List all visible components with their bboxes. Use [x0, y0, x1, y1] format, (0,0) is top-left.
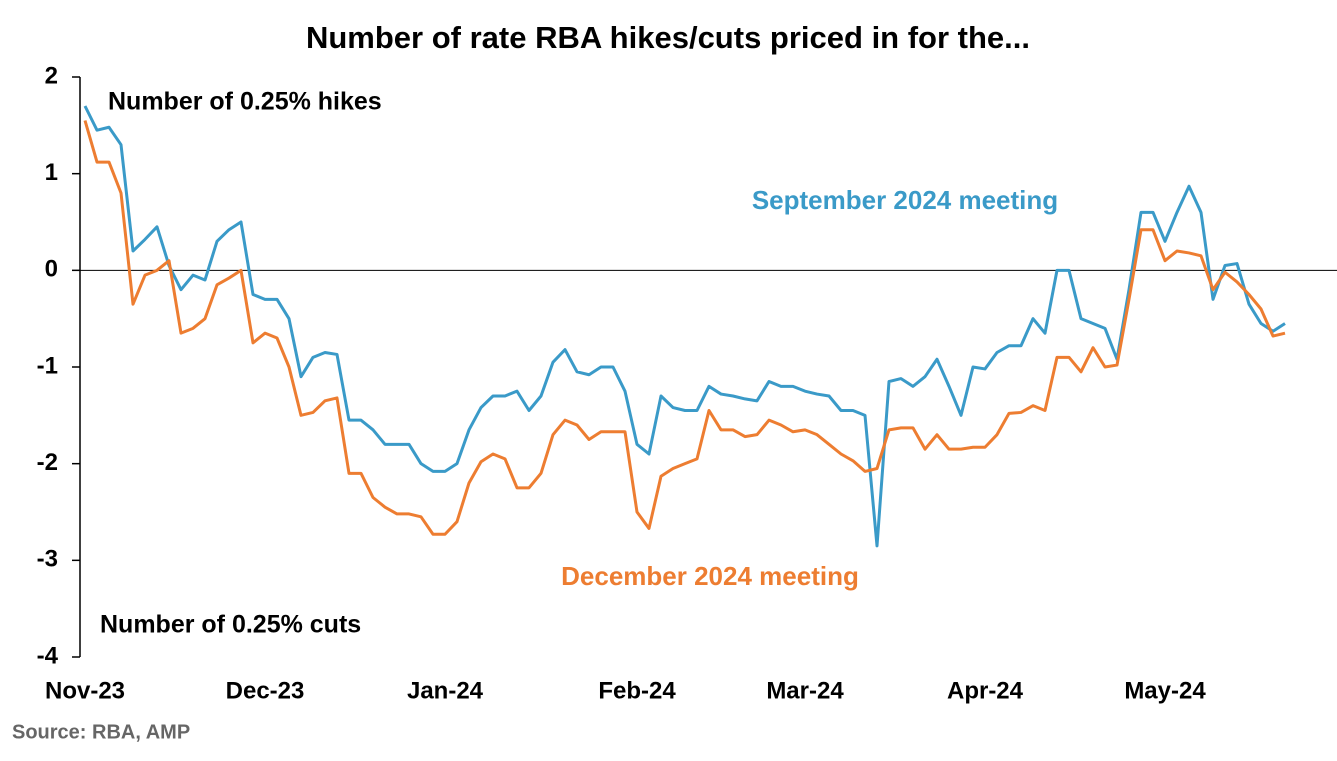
chart-title: Number of rate RBA hikes/cuts priced in … [306, 20, 1030, 55]
y-tick-label: -2 [37, 449, 58, 476]
x-tick-label: Mar-24 [766, 677, 844, 704]
series-line [83, 105, 1286, 548]
y-tick-label: 2 [45, 62, 58, 89]
series-label: September 2024 meeting [752, 185, 1058, 215]
series-line [83, 120, 1286, 536]
y-tick-label: -1 [37, 352, 58, 379]
x-tick-label: May-24 [1124, 677, 1206, 704]
y-tick-label: -3 [37, 546, 58, 573]
x-tick-label: Feb-24 [598, 677, 676, 704]
series-label: December 2024 meeting [561, 561, 859, 591]
annotation: Number of 0.25% hikes [108, 88, 382, 116]
y-tick-label: 0 [45, 256, 58, 283]
y-tick-label: 1 [45, 159, 58, 186]
x-tick-label: Dec-23 [226, 677, 305, 704]
y-tick-label: -4 [37, 642, 59, 669]
annotation: Number of 0.25% cuts [100, 611, 361, 639]
x-tick-label: Nov-23 [45, 677, 125, 704]
x-tick-label: Apr-24 [947, 677, 1024, 704]
x-tick-label: Jan-24 [407, 677, 484, 704]
source: Source: RBA, AMP [12, 721, 190, 743]
